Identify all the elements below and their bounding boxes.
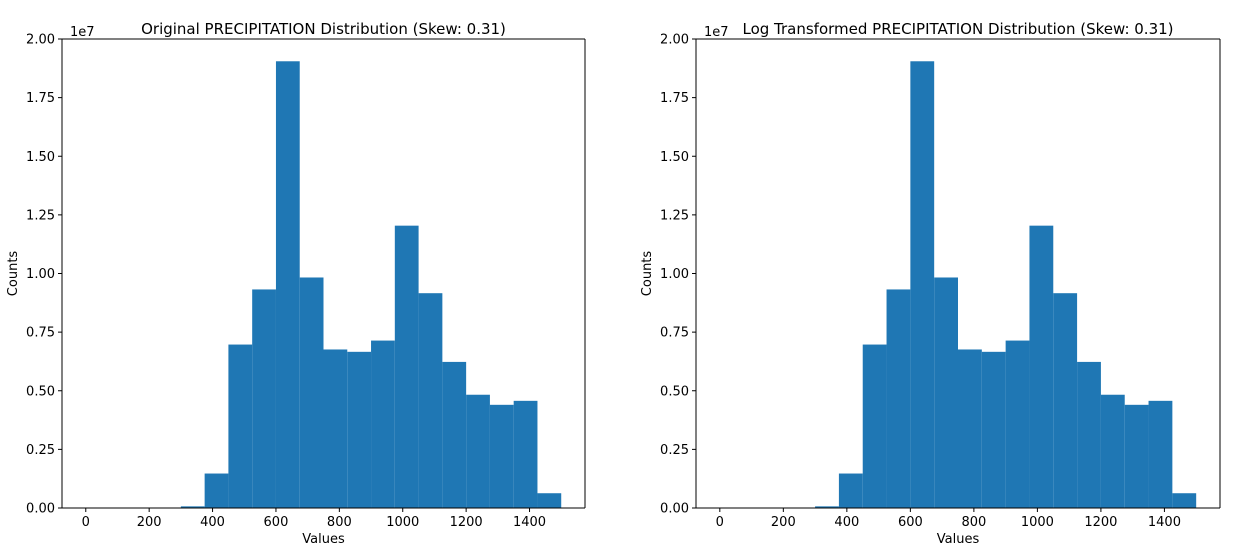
x-tick-label: 1000 <box>386 515 419 530</box>
y-tick-label: 2.00 <box>660 33 689 48</box>
y-tick-label: 1.25 <box>26 208 55 223</box>
x-tick-label: 600 <box>264 515 289 530</box>
y-tick-label: 1.00 <box>26 267 55 282</box>
y-tick-label: 1.50 <box>26 150 55 165</box>
histogram-bar <box>204 473 229 508</box>
y-tick-label: 1.25 <box>660 208 689 223</box>
histogram-bar <box>838 473 863 508</box>
histogram-bar <box>275 61 300 509</box>
left-histogram-panel: 0 200 400 600 800 1000 1200 1400 0.00 0.25 0.50 0.7… <box>6 20 586 547</box>
x-tick-label: 1400 <box>513 515 546 530</box>
x-tick-label: 0 <box>716 515 724 530</box>
histogram-bar <box>513 400 538 508</box>
x-tick-label: 200 <box>137 515 162 530</box>
histogram-bar <box>228 344 253 508</box>
histogram-bar <box>371 340 395 508</box>
y-axis-label: Counts <box>6 251 21 297</box>
histogram-bar <box>1148 400 1173 508</box>
y-tick-label: 1.75 <box>26 91 55 106</box>
histogram-bar <box>1172 493 1197 508</box>
histogram-bar <box>418 293 443 508</box>
x-tick-label: 0 <box>82 515 90 530</box>
x-tick-label: 1000 <box>1021 515 1054 530</box>
histogram-bar <box>958 349 982 508</box>
histogram-bar <box>1053 293 1078 508</box>
x-axis-label: Values <box>302 532 345 547</box>
y-tick-label: 0.75 <box>26 326 55 341</box>
histogram-bar <box>394 225 419 509</box>
histogram-bar <box>442 361 467 508</box>
x-tick-label: 1400 <box>1148 515 1181 530</box>
histogram-bar <box>180 506 205 508</box>
histogram-bar <box>1029 225 1054 509</box>
x-tick-label: 400 <box>200 515 225 530</box>
histogram-bar <box>489 404 514 508</box>
y-tick-label: 0.25 <box>26 443 55 458</box>
histogram-bar <box>934 277 958 508</box>
histogram-bar <box>815 506 839 508</box>
y-tick-label: 1.50 <box>660 150 689 165</box>
y-axis-label: Counts <box>640 251 655 297</box>
x-axis-label: Values <box>937 532 980 547</box>
right-histogram-panel: 0 200 400 600 800 1000 1200 1400 0.00 0.25 0.50 0.7… <box>640 20 1221 547</box>
x-tick-label: 800 <box>961 515 986 530</box>
histogram-bar <box>299 277 324 508</box>
histogram-bar <box>347 351 372 508</box>
y-tick-label: 0.25 <box>660 443 689 458</box>
y-offset-label: 1e7 <box>704 25 729 40</box>
histogram-bar <box>323 349 348 508</box>
y-tick-label: 0.50 <box>660 384 689 399</box>
histogram-bars <box>157 61 562 509</box>
histogram-bar <box>252 289 276 508</box>
histogram-bar <box>981 351 1006 508</box>
histogram-bar <box>537 493 562 508</box>
histogram-bar <box>1005 340 1030 508</box>
chart-title: Log Transformed PRECIPITATION Distributi… <box>742 20 1173 38</box>
histogram-bar <box>1100 394 1125 508</box>
chart-title: Original PRECIPITATION Distribution (Ske… <box>141 20 506 38</box>
histogram-bar <box>886 289 911 508</box>
histogram-bar <box>466 394 490 508</box>
x-tick-label: 1200 <box>1084 515 1117 530</box>
y-offset-label: 1e7 <box>70 25 95 40</box>
x-tick-label: 600 <box>898 515 923 530</box>
x-tick-label: 1200 <box>450 515 483 530</box>
y-tick-label: 0.75 <box>660 326 689 341</box>
histogram-bars <box>791 61 1197 509</box>
histogram-bar <box>1077 361 1101 508</box>
histogram-bar <box>910 61 935 509</box>
y-tick-label: 2.00 <box>26 33 55 48</box>
y-tick-label: 0.50 <box>26 384 55 399</box>
histogram-bar <box>862 344 887 508</box>
y-tick-label: 1.75 <box>660 91 689 106</box>
x-tick-label: 400 <box>834 515 859 530</box>
y-tick-label: 0.00 <box>26 502 55 517</box>
x-tick-label: 200 <box>771 515 796 530</box>
histogram-bar <box>1124 404 1149 508</box>
y-tick-label: 1.00 <box>660 267 689 282</box>
y-tick-label: 0.00 <box>660 502 689 517</box>
x-tick-label: 800 <box>327 515 352 530</box>
